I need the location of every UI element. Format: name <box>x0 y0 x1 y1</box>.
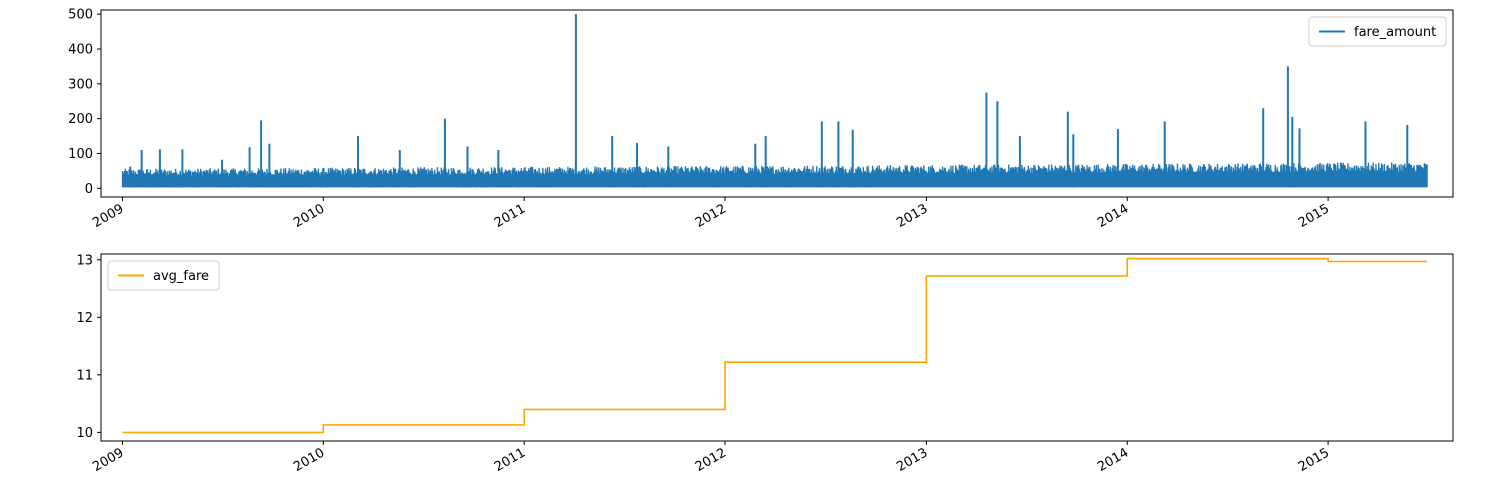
legend-box <box>1308 16 1447 47</box>
x-tick-label: 2010 <box>291 201 327 231</box>
x-tick-label: 2015 <box>1296 445 1332 475</box>
y-tick-label: 13 <box>76 253 93 268</box>
x-tick-label: 2009 <box>90 445 126 475</box>
x-tick-label: 2012 <box>693 201 729 231</box>
axes-frame <box>100 253 1454 442</box>
legend-label: fare_amount <box>1354 25 1436 40</box>
y-tick-label: 200 <box>68 112 93 127</box>
y-tick-label: 500 <box>68 8 93 23</box>
y-tick-label: 11 <box>76 368 93 383</box>
y-tick-label: 10 <box>76 426 93 441</box>
series-band-fare_amount <box>121 162 1428 188</box>
x-tick-label: 2013 <box>894 201 930 231</box>
x-tick-label: 2011 <box>492 201 528 231</box>
chart-2: 10 11 12 13 2009 2010 2011 2012 2013 2014 2015 avg_… <box>76 253 1454 475</box>
x-tick-label: 2014 <box>1095 445 1131 475</box>
x-tick-label: 2013 <box>894 445 930 475</box>
x-tick-label: 2015 <box>1296 201 1332 231</box>
y-tick-label: 100 <box>68 147 93 162</box>
series-line-avg_fare <box>122 257 1428 434</box>
legend-box <box>107 260 220 291</box>
plot-area <box>121 14 1428 188</box>
y-tick-label: 12 <box>76 311 93 326</box>
y-tick-label: 400 <box>68 43 93 58</box>
plot-area <box>122 257 1428 434</box>
y-tick-label: 300 <box>68 77 93 92</box>
x-tick-label: 2010 <box>291 445 327 475</box>
x-tick-label: 2009 <box>90 201 126 231</box>
x-tick-label: 2012 <box>693 445 729 475</box>
legend-label: avg_fare <box>153 269 209 284</box>
y-tick-label: 0 <box>85 182 93 197</box>
axes-frame <box>100 9 1454 198</box>
x-tick-label: 2011 <box>492 445 528 475</box>
legend: avg_fare <box>107 260 220 291</box>
x-tick-label: 2014 <box>1095 201 1131 231</box>
chart-1: 0 100 200 300 400 500 2009 2010 2011 2012 2013 2014… <box>68 8 1454 231</box>
legend: fare_amount <box>1308 16 1447 47</box>
